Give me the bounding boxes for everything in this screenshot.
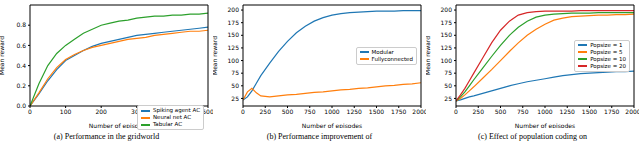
html-text:Popsize = 1: Popsize = 1	[590, 41, 623, 48]
svg-text:125: 125	[441, 44, 453, 51]
html-text:(c) Effect of population codin: (c) Effect of population coding on	[478, 132, 587, 141]
svg-text:1750: 1750	[604, 108, 619, 115]
svg-text:1250: 1250	[347, 108, 362, 115]
svg-text:750: 750	[304, 108, 316, 115]
svg-text:0.4: 0.4	[16, 62, 26, 69]
svg-text:1500: 1500	[582, 108, 597, 115]
svg-text:Number of episodes: Number of episodes	[302, 122, 362, 128]
svg-text:250: 250	[260, 108, 272, 115]
html-text:Neural net AC: Neural net AC	[152, 114, 192, 120]
html-text:Tabular AC: Tabular AC	[152, 121, 183, 127]
svg-text:75: 75	[444, 69, 452, 76]
svg-text:1000: 1000	[324, 108, 339, 115]
svg-text:500: 500	[282, 108, 294, 115]
svg-text:0: 0	[241, 108, 245, 115]
svg-text:150: 150	[228, 31, 240, 38]
svg-text:200: 200	[228, 6, 240, 13]
svg-text:0: 0	[454, 108, 458, 115]
svg-text:Number of episodes: Number of episodes	[515, 122, 575, 128]
html-text:Fullyconnected: Fullyconnected	[371, 55, 413, 62]
svg-text:1500: 1500	[369, 108, 384, 115]
svg-text:25: 25	[231, 95, 239, 102]
svg-text:100: 100	[441, 57, 453, 64]
svg-text:0: 0	[28, 108, 32, 115]
html-text:Spiking agent AC: Spiking agent AC	[152, 107, 200, 113]
svg-text:Mean reward: Mean reward	[426, 36, 431, 75]
svg-text:125: 125	[228, 44, 240, 51]
html-text:(b) Performance improvement of: (b) Performance improvement of	[266, 132, 373, 141]
svg-text:50: 50	[231, 82, 239, 89]
svg-text:100: 100	[228, 57, 240, 64]
html-text:(a) Performance in the gridwor: (a) Performance in the gridworld	[53, 132, 160, 141]
svg-text:0.0: 0.0	[16, 102, 26, 109]
svg-text:1250: 1250	[560, 108, 575, 115]
svg-text:200: 200	[441, 6, 453, 13]
html-text:Popsize = 20: Popsize = 20	[590, 62, 626, 69]
html-text:Modular: Modular	[371, 48, 394, 55]
svg-text:0.6: 0.6	[16, 42, 26, 49]
svg-text:50: 50	[444, 82, 452, 89]
svg-text:200: 200	[95, 108, 107, 115]
svg-text:0.8: 0.8	[16, 21, 26, 28]
svg-text:500: 500	[495, 108, 507, 115]
svg-text:175: 175	[441, 19, 453, 26]
svg-text:0.2: 0.2	[16, 82, 26, 89]
svg-text:2000: 2000	[625, 108, 632, 115]
svg-text:150: 150	[441, 31, 453, 38]
svg-text:1750: 1750	[391, 108, 406, 115]
svg-text:Mean reward: Mean reward	[213, 36, 218, 75]
svg-text:250: 250	[473, 108, 485, 115]
svg-text:2000: 2000	[412, 108, 426, 115]
svg-text:1000: 1000	[537, 108, 552, 115]
svg-text:75: 75	[231, 69, 239, 76]
svg-text:25: 25	[444, 95, 452, 102]
html-text:Popsize = 5: Popsize = 5	[590, 48, 623, 55]
svg-text:100: 100	[60, 108, 72, 115]
svg-text:175: 175	[228, 19, 240, 26]
html-text:Popsize = 10: Popsize = 10	[590, 55, 626, 62]
svg-text:750: 750	[517, 108, 529, 115]
